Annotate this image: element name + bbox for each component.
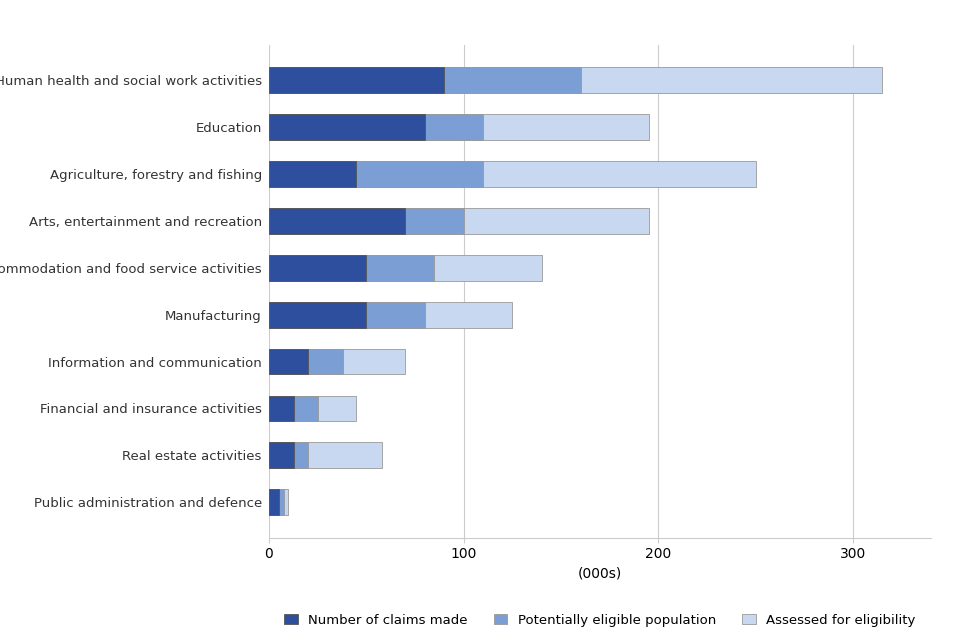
Bar bbox=[269, 114, 424, 140]
Bar bbox=[269, 349, 405, 374]
Bar bbox=[269, 490, 284, 515]
Bar bbox=[269, 161, 483, 187]
Bar bbox=[269, 114, 649, 140]
Bar bbox=[269, 490, 278, 515]
Legend: Number of claims made, Potentially eligible population, Assessed for eligibility: Number of claims made, Potentially eligi… bbox=[279, 608, 921, 632]
Bar bbox=[269, 161, 756, 187]
Bar bbox=[269, 208, 464, 234]
Bar bbox=[269, 349, 308, 374]
Bar bbox=[269, 301, 513, 328]
Bar bbox=[269, 490, 288, 515]
Bar bbox=[269, 208, 649, 234]
Bar bbox=[269, 208, 405, 234]
Bar bbox=[269, 442, 382, 468]
Bar bbox=[269, 396, 356, 421]
Bar bbox=[269, 255, 434, 281]
Bar bbox=[269, 396, 294, 421]
Bar bbox=[269, 396, 318, 421]
Bar bbox=[269, 114, 483, 140]
X-axis label: (000s): (000s) bbox=[578, 567, 622, 581]
Bar bbox=[269, 301, 424, 328]
Bar bbox=[269, 67, 581, 93]
Bar bbox=[269, 67, 882, 93]
Bar bbox=[269, 255, 541, 281]
Bar bbox=[269, 442, 294, 468]
Bar bbox=[269, 301, 366, 328]
Bar bbox=[269, 67, 444, 93]
Bar bbox=[269, 349, 343, 374]
Bar bbox=[269, 442, 308, 468]
Bar bbox=[269, 161, 356, 187]
Bar bbox=[269, 255, 366, 281]
